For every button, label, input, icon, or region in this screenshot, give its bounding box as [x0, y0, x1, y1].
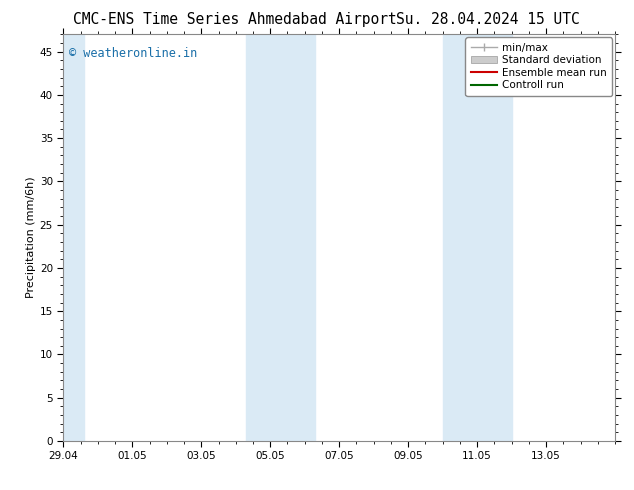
Legend: min/max, Standard deviation, Ensemble mean run, Controll run: min/max, Standard deviation, Ensemble me… [465, 37, 612, 96]
Text: CMC-ENS Time Series Ahmedabad Airport: CMC-ENS Time Series Ahmedabad Airport [73, 12, 396, 27]
Y-axis label: Precipitation (mm/6h): Precipitation (mm/6h) [25, 177, 36, 298]
Bar [53, 34, 84, 441]
Text: © weatheronline.in: © weatheronline.in [69, 47, 197, 59]
Bar [443, 34, 512, 441]
Text: Su. 28.04.2024 15 UTC: Su. 28.04.2024 15 UTC [396, 12, 580, 27]
Bar [246, 34, 315, 441]
